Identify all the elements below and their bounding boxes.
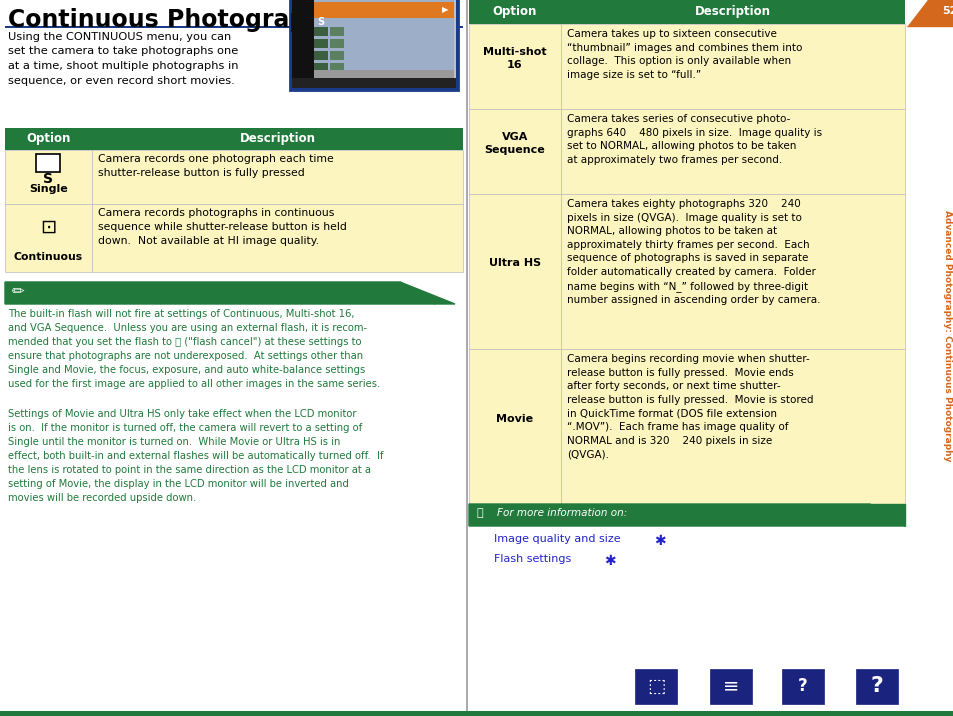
Text: S: S: [316, 17, 324, 27]
Bar: [330, 51, 344, 60]
Bar: [469, 109, 560, 194]
Text: 52: 52: [942, 6, 953, 16]
Text: S: S: [44, 172, 53, 186]
Bar: [330, 27, 344, 36]
Bar: [91, 150, 462, 204]
Text: sequence, or even record short movies.: sequence, or even record short movies.: [8, 75, 234, 85]
Bar: [465, 0, 468, 716]
Polygon shape: [869, 504, 904, 526]
Text: Continuous: Continuous: [14, 252, 83, 262]
Text: ▶: ▶: [441, 6, 448, 14]
Polygon shape: [399, 282, 455, 304]
Bar: [0, 711, 953, 716]
Bar: [292, 78, 456, 88]
Bar: [784, 672, 821, 701]
Bar: [469, 349, 560, 504]
Text: Settings of Movie and Ultra HS only take effect when the LCD monitor
is on.  If : Settings of Movie and Ultra HS only take…: [8, 409, 383, 503]
Bar: [858, 672, 894, 701]
Polygon shape: [906, 0, 926, 26]
Text: Using the CONTINUOUS menu, you can: Using the CONTINUOUS menu, you can: [8, 32, 231, 42]
Text: Camera records photographs in continuous
sequence while shutter-release button i: Camera records photographs in continuous…: [98, 208, 347, 246]
Text: Camera records one photograph each time
shutter-release button is fully pressed: Camera records one photograph each time …: [98, 154, 334, 178]
Text: Camera takes eighty photographs 320    240
pixels in size (QVGA).  Image quality: Camera takes eighty photographs 320 240 …: [566, 199, 820, 305]
Polygon shape: [5, 282, 435, 304]
Bar: [560, 24, 904, 109]
Bar: [330, 63, 344, 72]
Bar: [855, 669, 897, 704]
Text: MENU: MENU: [385, 6, 414, 16]
Text: Movie: Movie: [496, 414, 533, 423]
Text: Option: Option: [493, 5, 537, 18]
Text: Image quality and size: Image quality and size: [494, 534, 620, 544]
Text: Camera begins recording movie when shutter-
release button is fully pressed.  Mo: Camera begins recording movie when shutt…: [566, 354, 813, 459]
Text: ≡: ≡: [722, 677, 739, 695]
Text: Advanced Photography: Continuous Photography: Advanced Photography: Continuous Photogr…: [943, 211, 951, 462]
Bar: [5, 26, 462, 28]
Text: For more information on:: For more information on:: [497, 508, 626, 518]
Bar: [469, 0, 923, 716]
Bar: [781, 669, 823, 704]
Bar: [314, 0, 454, 78]
Bar: [91, 204, 462, 272]
Bar: [0, 0, 467, 716]
Bar: [292, 0, 314, 78]
Text: Description: Description: [239, 132, 315, 145]
Bar: [635, 669, 677, 704]
Text: Multi-shot
16: Multi-shot 16: [482, 47, 546, 69]
Text: ✏: ✏: [12, 284, 25, 299]
Polygon shape: [906, 0, 953, 26]
Bar: [290, 0, 457, 90]
Bar: [560, 349, 904, 504]
Bar: [314, 27, 328, 36]
Text: Flash settings: Flash settings: [494, 554, 571, 564]
Text: ✱: ✱: [603, 554, 615, 568]
Text: VGA
Sequence: VGA Sequence: [484, 132, 545, 155]
Text: Camera takes up to sixteen consecutive
“thumbnail” images and combines them into: Camera takes up to sixteen consecutive “…: [566, 29, 801, 79]
Text: Description: Description: [695, 5, 770, 18]
Text: ⊡: ⊡: [40, 218, 56, 237]
Bar: [638, 672, 673, 701]
Bar: [314, 39, 328, 48]
Text: Camera takes series of consecutive photo-
graphs 640    480 pixels in size.  Ima: Camera takes series of consecutive photo…: [566, 114, 821, 165]
Text: Continuous Photography: Continuous Photography: [8, 8, 338, 32]
Bar: [292, 0, 456, 88]
Bar: [469, 24, 560, 109]
Bar: [5, 204, 91, 272]
Bar: [712, 672, 748, 701]
Text: ?: ?: [870, 676, 882, 696]
Bar: [330, 39, 344, 48]
Text: The built-in flash will not fire at settings of Continuous, Multi-shot 16,
and V: The built-in flash will not fire at sett…: [8, 309, 380, 389]
Text: 👁: 👁: [476, 508, 483, 518]
Ellipse shape: [416, 7, 447, 24]
Bar: [560, 109, 904, 194]
Text: set the camera to take photographs one: set the camera to take photographs one: [8, 47, 238, 57]
Polygon shape: [469, 504, 904, 526]
Bar: [36, 154, 60, 172]
Bar: [560, 194, 904, 349]
Text: ⬚: ⬚: [646, 677, 664, 695]
Bar: [469, 0, 904, 24]
Bar: [5, 150, 91, 204]
Text: Single: Single: [30, 184, 68, 194]
Bar: [314, 70, 454, 78]
Bar: [5, 128, 462, 150]
Text: Ultra HS: Ultra HS: [489, 258, 540, 268]
Bar: [314, 63, 328, 72]
Bar: [314, 2, 454, 18]
Bar: [709, 669, 751, 704]
Text: ✱: ✱: [654, 534, 665, 548]
Text: Option: Option: [27, 132, 71, 145]
Bar: [314, 51, 328, 60]
Bar: [469, 194, 560, 349]
Text: at a time, shoot multiple photographs in: at a time, shoot multiple photographs in: [8, 61, 238, 71]
Text: ?: ?: [798, 677, 807, 695]
